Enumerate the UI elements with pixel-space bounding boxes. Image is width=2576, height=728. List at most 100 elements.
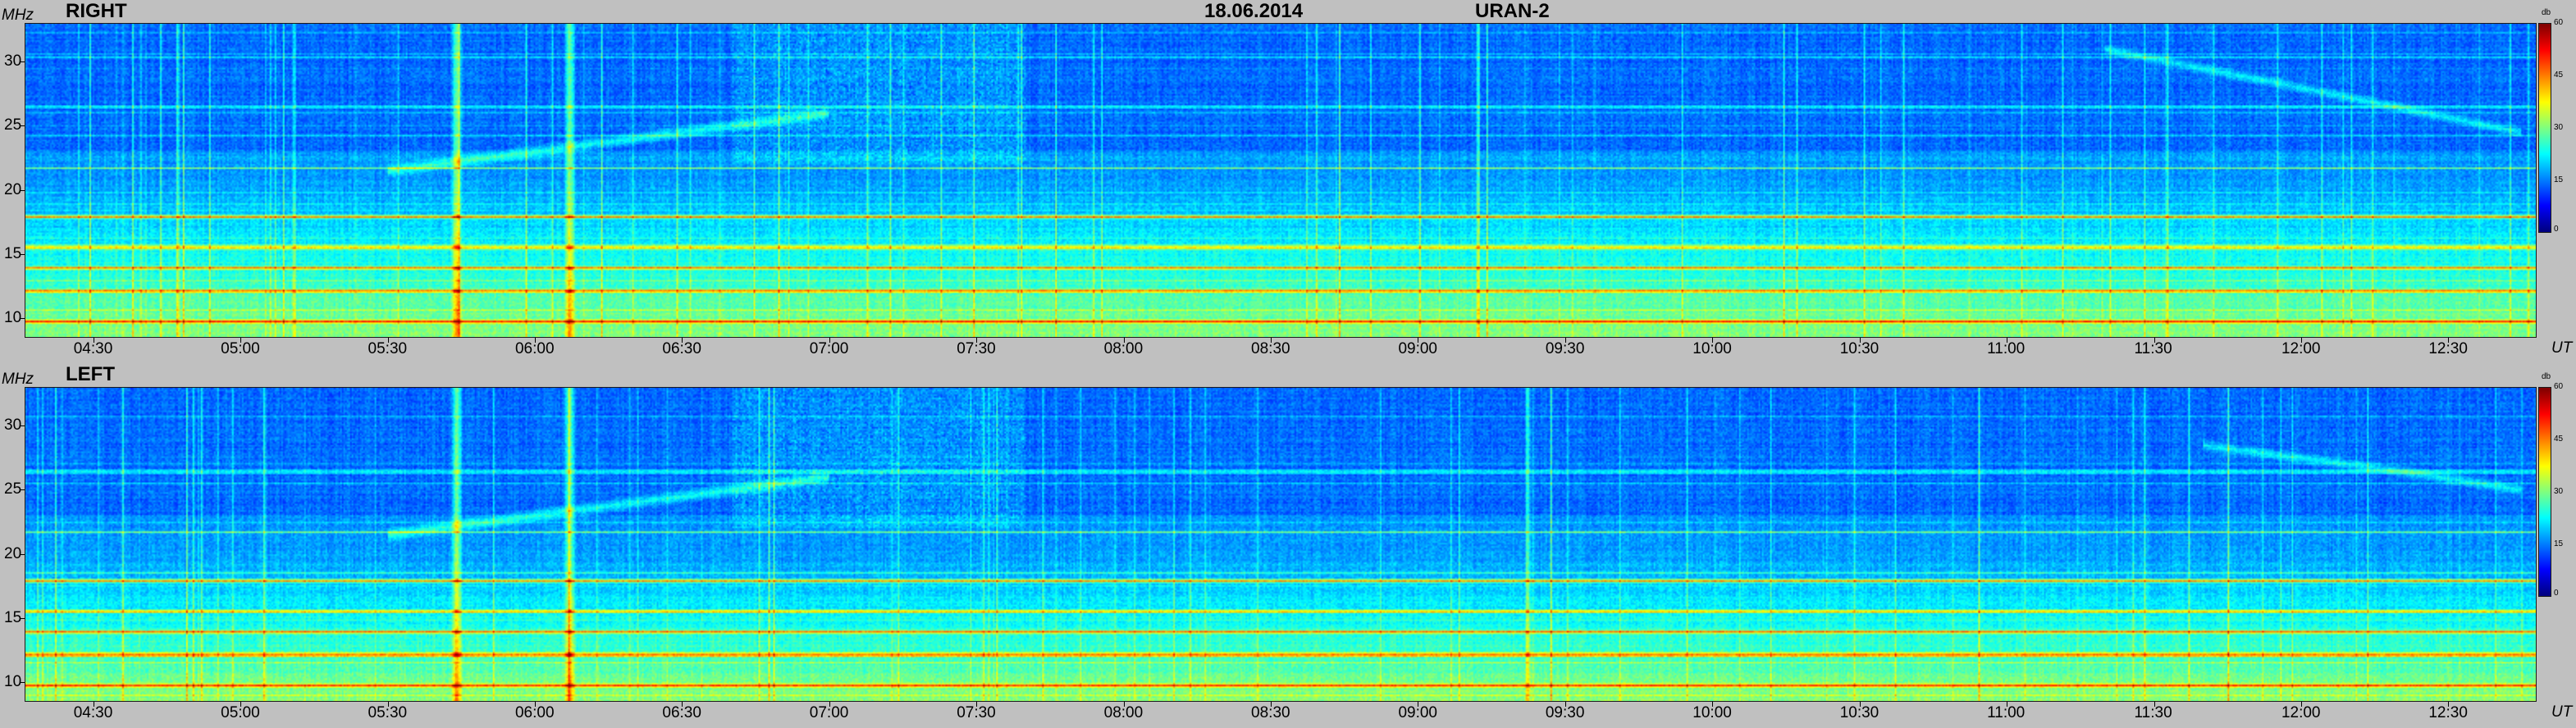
colorbar-right — [2538, 23, 2551, 233]
x-tick-mark — [1123, 702, 1125, 707]
x-tick-label: 05:00 — [221, 704, 260, 721]
x-tick-label: 08:00 — [1103, 340, 1144, 357]
x-tick-label: 11:30 — [2134, 704, 2172, 721]
x-tick-label: 04:30 — [73, 340, 113, 357]
x-tick-mark — [2300, 338, 2302, 343]
y-tick-mark — [21, 425, 25, 427]
x-tick-label: 06:00 — [514, 340, 555, 357]
y-tick-mark — [21, 553, 25, 555]
colorbar-left — [2538, 387, 2551, 597]
y-tick-mark — [21, 189, 25, 191]
x-tick-label: 07:30 — [957, 704, 996, 721]
x-tick-mark — [240, 338, 242, 343]
x-tick-mark — [240, 702, 242, 707]
y-tick-mark — [21, 61, 25, 63]
x-tick-label: 09:00 — [1398, 340, 1437, 357]
y-tick-label: 15 — [4, 245, 22, 263]
x-tick-label: 12:00 — [2281, 704, 2321, 721]
x-tick-label: 10:00 — [1692, 340, 1732, 357]
x-tick-mark — [1271, 338, 1272, 343]
colorbar-tick-label: 0 — [2554, 225, 2559, 234]
x-tick-mark — [2300, 702, 2302, 707]
spectrogram-frame-right — [25, 23, 2537, 338]
x-tick-mark — [387, 338, 389, 343]
x-tick-label: 10:30 — [1839, 704, 1879, 721]
y-unit-label-right: MHz — [2, 7, 34, 24]
y-tick-label: 25 — [4, 116, 22, 134]
x-tick-mark — [1859, 338, 1861, 343]
colorbar-tick-label: 30 — [2554, 123, 2564, 132]
x-tick-label: 05:00 — [221, 340, 260, 357]
colorbar-unit-right: db — [2542, 8, 2551, 17]
y-tick-label: 30 — [4, 416, 22, 435]
y-tick-mark — [21, 125, 25, 127]
x-tick-label: 11:30 — [2134, 340, 2172, 357]
x-tick-mark — [534, 702, 536, 707]
x-tick-mark — [2448, 338, 2450, 343]
y-tick-label: 15 — [4, 609, 22, 627]
x-tick-label: 08:30 — [1251, 340, 1290, 357]
colorbar-tick-label: 45 — [2554, 71, 2564, 80]
x-tick-label: 11:00 — [1987, 340, 2026, 357]
x-tick-label: 07:00 — [809, 340, 849, 357]
x-tick-mark — [1123, 338, 1125, 343]
y-unit-label-left: MHz — [2, 371, 34, 388]
x-unit-label-left: UT — [2551, 703, 2573, 721]
x-tick-label: 08:00 — [1103, 704, 1144, 721]
y-tick-label: 30 — [4, 52, 22, 71]
x-tick-mark — [1564, 702, 1566, 707]
x-tick-label: 08:30 — [1251, 704, 1290, 721]
x-tick-mark — [976, 338, 978, 343]
x-tick-label: 10:30 — [1839, 340, 1879, 357]
x-tick-label: 09:30 — [1545, 340, 1585, 357]
x-tick-label: 09:00 — [1398, 704, 1437, 721]
spectrogram-frame-left — [25, 387, 2537, 702]
instrument-title: URAN-2 — [1475, 0, 1550, 22]
colorbar-tick-label: 45 — [2554, 435, 2564, 444]
x-tick-label: 05:30 — [368, 704, 408, 721]
x-tick-label: 07:00 — [809, 704, 849, 721]
y-tick-label: 20 — [4, 180, 22, 198]
y-tick-label: 10 — [4, 309, 22, 327]
y-tick-label: 25 — [4, 480, 22, 498]
x-tick-mark — [1712, 702, 1714, 707]
colorbar-tick-label: 0 — [2554, 589, 2559, 598]
x-tick-mark — [829, 702, 830, 707]
spectrogram-right — [25, 24, 2536, 337]
x-tick-mark — [976, 702, 978, 707]
panel-title-right: RIGHT — [66, 0, 127, 22]
colorbar-tick-label: 15 — [2554, 539, 2564, 548]
x-tick-mark — [829, 338, 830, 343]
x-tick-mark — [1712, 338, 1714, 343]
x-tick-label: 06:00 — [514, 704, 555, 721]
x-unit-label-right: UT — [2551, 339, 2573, 357]
y-tick-mark — [21, 618, 25, 620]
spectrogram-left — [25, 388, 2536, 701]
x-tick-label: 12:30 — [2428, 340, 2468, 357]
x-tick-label: 06:30 — [662, 704, 701, 721]
colorbar-tick-label: 60 — [2554, 382, 2564, 391]
y-tick-mark — [21, 489, 25, 491]
x-tick-mark — [2448, 702, 2450, 707]
x-tick-mark — [1271, 702, 1272, 707]
x-tick-mark — [2154, 338, 2155, 343]
colorbar-tick-label: 60 — [2554, 18, 2564, 27]
y-tick-label: 20 — [4, 544, 22, 562]
date-title: 18.06.2014 — [1204, 0, 1304, 22]
x-tick-label: 04:30 — [73, 704, 113, 721]
x-tick-mark — [1564, 338, 1566, 343]
x-tick-mark — [534, 338, 536, 343]
x-tick-label: 09:30 — [1545, 704, 1585, 721]
x-tick-mark — [1859, 702, 1861, 707]
colorbar-unit-left: db — [2542, 372, 2551, 381]
colorbar-tick-label: 15 — [2554, 175, 2564, 184]
x-tick-label: 07:30 — [957, 340, 996, 357]
y-tick-mark — [21, 254, 25, 256]
x-tick-label: 10:00 — [1692, 704, 1732, 721]
x-tick-label: 11:00 — [1987, 704, 2026, 721]
x-tick-label: 12:30 — [2428, 704, 2468, 721]
x-tick-mark — [387, 702, 389, 707]
colorbar-tick-label: 30 — [2554, 487, 2564, 496]
x-tick-label: 12:00 — [2281, 340, 2321, 357]
x-tick-mark — [2154, 702, 2155, 707]
